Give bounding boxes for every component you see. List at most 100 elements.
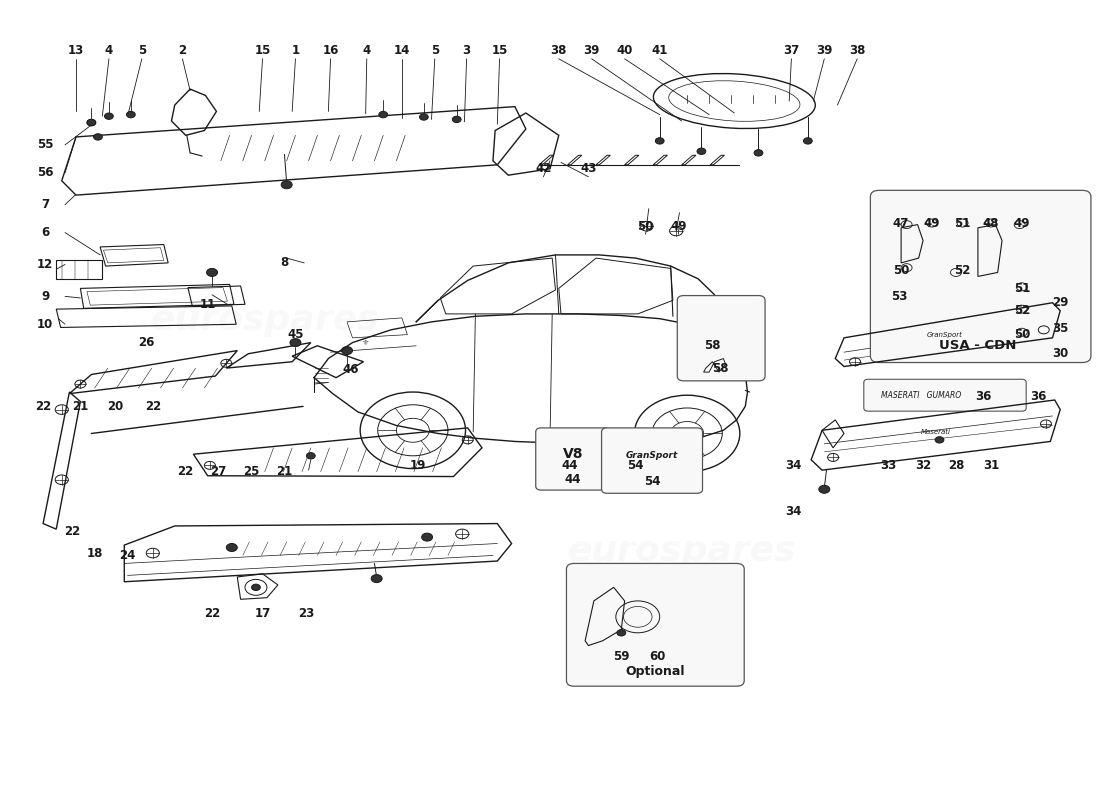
Text: 43: 43 xyxy=(580,162,596,175)
Text: 46: 46 xyxy=(342,363,359,376)
Text: 5: 5 xyxy=(138,44,146,58)
Text: 19: 19 xyxy=(410,459,427,472)
FancyBboxPatch shape xyxy=(602,428,703,494)
Text: 22: 22 xyxy=(177,466,194,478)
Text: 58: 58 xyxy=(704,339,720,352)
Text: 13: 13 xyxy=(68,44,84,58)
Circle shape xyxy=(371,574,382,582)
Text: 52: 52 xyxy=(955,264,970,278)
Text: 59: 59 xyxy=(613,650,629,663)
Text: 49: 49 xyxy=(670,220,686,233)
Text: 17: 17 xyxy=(254,607,271,620)
Text: GranSport: GranSport xyxy=(626,451,679,460)
Text: 38: 38 xyxy=(849,44,866,58)
Text: 56: 56 xyxy=(37,166,54,179)
Text: 1: 1 xyxy=(292,44,299,58)
Text: 50: 50 xyxy=(893,264,910,278)
Text: 53: 53 xyxy=(891,290,908,303)
Text: 14: 14 xyxy=(394,44,410,58)
Text: 38: 38 xyxy=(551,44,566,58)
Text: 24: 24 xyxy=(120,549,135,562)
Text: 4: 4 xyxy=(363,44,371,58)
Text: ⚜: ⚜ xyxy=(362,338,370,347)
Circle shape xyxy=(227,543,238,551)
Text: 51: 51 xyxy=(1013,282,1030,295)
Circle shape xyxy=(803,138,812,144)
Circle shape xyxy=(104,113,113,119)
FancyBboxPatch shape xyxy=(870,190,1091,362)
Text: eurospares: eurospares xyxy=(151,303,380,338)
Text: 29: 29 xyxy=(1052,296,1068,310)
Text: 54: 54 xyxy=(644,475,660,488)
Text: 54: 54 xyxy=(627,459,644,472)
Text: 22: 22 xyxy=(65,525,80,538)
Text: 4: 4 xyxy=(104,44,113,58)
Text: 36: 36 xyxy=(976,390,991,402)
Text: 25: 25 xyxy=(243,466,260,478)
Circle shape xyxy=(282,181,293,189)
Circle shape xyxy=(341,346,352,354)
Text: 45: 45 xyxy=(287,328,304,341)
Text: 49: 49 xyxy=(924,217,940,230)
Text: 36: 36 xyxy=(1030,390,1046,402)
Text: 50: 50 xyxy=(1013,328,1030,341)
Text: 18: 18 xyxy=(87,546,102,559)
Circle shape xyxy=(87,119,96,126)
FancyBboxPatch shape xyxy=(536,428,610,490)
Text: 50: 50 xyxy=(637,220,653,233)
Text: 7: 7 xyxy=(41,198,50,211)
Text: Optional: Optional xyxy=(626,665,685,678)
Text: 55: 55 xyxy=(37,138,54,151)
Circle shape xyxy=(87,119,96,126)
FancyBboxPatch shape xyxy=(566,563,745,686)
Circle shape xyxy=(818,486,829,494)
Text: 27: 27 xyxy=(210,466,227,478)
Text: 15: 15 xyxy=(492,44,508,58)
Text: 39: 39 xyxy=(816,44,833,58)
FancyBboxPatch shape xyxy=(864,379,1026,411)
Text: 48: 48 xyxy=(982,217,999,230)
Circle shape xyxy=(207,269,218,277)
Text: 40: 40 xyxy=(616,44,632,58)
Text: 6: 6 xyxy=(41,226,50,239)
Text: 21: 21 xyxy=(73,400,88,413)
Text: 37: 37 xyxy=(783,44,800,58)
Text: 8: 8 xyxy=(280,256,288,270)
Text: 35: 35 xyxy=(1052,322,1068,334)
Text: 3: 3 xyxy=(462,44,471,58)
Circle shape xyxy=(252,584,261,590)
Circle shape xyxy=(378,111,387,118)
Text: 10: 10 xyxy=(37,318,54,330)
Text: USA - CDN: USA - CDN xyxy=(939,339,1016,352)
Text: 32: 32 xyxy=(915,459,932,472)
Circle shape xyxy=(697,148,706,154)
Text: 5: 5 xyxy=(431,44,439,58)
Circle shape xyxy=(126,111,135,118)
Text: 41: 41 xyxy=(651,44,668,58)
Circle shape xyxy=(617,630,626,636)
Circle shape xyxy=(419,114,428,120)
Text: MASERATI   GUMARO: MASERATI GUMARO xyxy=(881,390,961,400)
Text: 44: 44 xyxy=(561,459,578,472)
Text: 9: 9 xyxy=(41,290,50,303)
Text: 39: 39 xyxy=(583,44,600,58)
Text: 58: 58 xyxy=(712,362,728,374)
Text: 26: 26 xyxy=(138,336,154,349)
Text: 30: 30 xyxy=(1052,347,1068,360)
Text: 51: 51 xyxy=(955,217,970,230)
Text: eurospares: eurospares xyxy=(568,534,796,569)
Text: 34: 34 xyxy=(785,505,802,518)
Text: 44: 44 xyxy=(564,474,581,486)
Text: 49: 49 xyxy=(1013,217,1030,230)
Circle shape xyxy=(290,338,301,346)
Text: 34: 34 xyxy=(785,459,802,472)
Text: 15: 15 xyxy=(254,44,271,58)
Text: 11: 11 xyxy=(199,298,216,311)
Circle shape xyxy=(94,134,102,140)
Text: 21: 21 xyxy=(276,466,293,478)
Text: 23: 23 xyxy=(298,607,315,620)
Text: 22: 22 xyxy=(204,607,220,620)
Text: 42: 42 xyxy=(536,162,551,175)
Circle shape xyxy=(421,533,432,541)
Text: Maserati: Maserati xyxy=(921,429,952,435)
